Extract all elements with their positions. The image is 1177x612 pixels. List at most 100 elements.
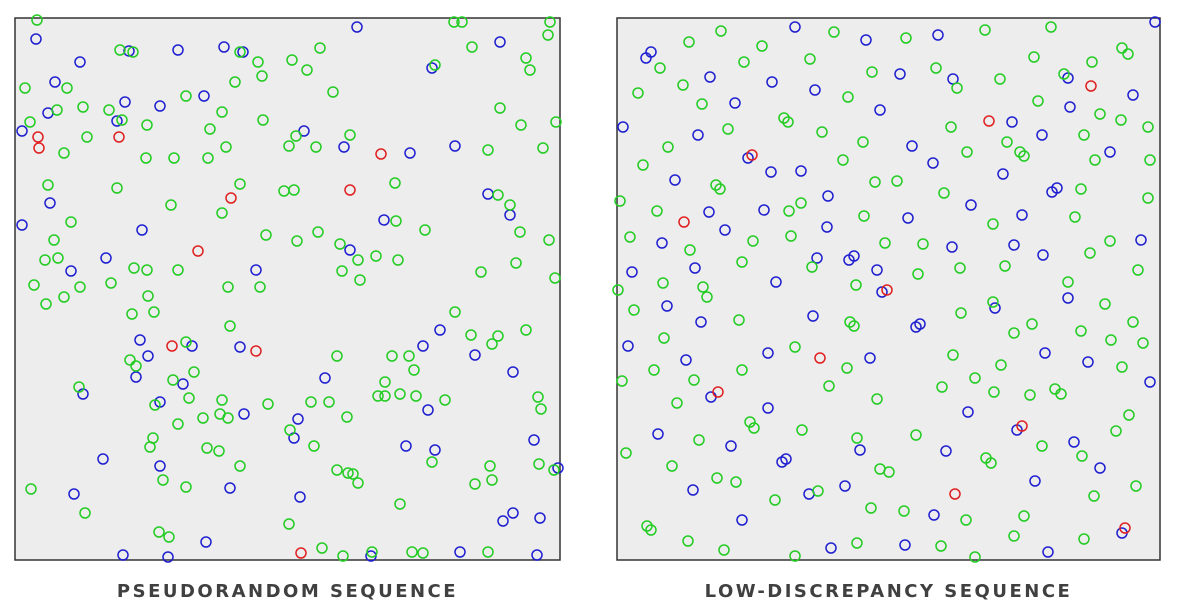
point	[163, 531, 175, 543]
panel-title: LOW-DISCREPANCY SEQUENCE	[705, 581, 1073, 602]
point	[180, 481, 192, 493]
point	[167, 374, 179, 386]
point	[687, 484, 699, 496]
point	[486, 474, 498, 486]
point	[439, 394, 451, 406]
point	[807, 310, 819, 322]
plot-frame	[14, 17, 561, 561]
point	[466, 41, 478, 53]
point	[316, 542, 328, 554]
point	[61, 82, 73, 94]
point	[220, 141, 232, 153]
point	[1119, 522, 1131, 534]
point	[711, 472, 723, 484]
point	[295, 547, 307, 559]
point	[426, 62, 438, 74]
point	[736, 364, 748, 376]
point	[406, 546, 418, 558]
point	[1068, 436, 1080, 448]
point	[237, 46, 249, 58]
point	[127, 46, 139, 58]
point	[148, 306, 160, 318]
point	[614, 195, 626, 207]
point	[1137, 337, 1149, 349]
point	[881, 284, 893, 296]
point	[128, 262, 140, 274]
point	[821, 221, 833, 233]
point	[822, 190, 834, 202]
point	[347, 468, 359, 480]
point	[180, 90, 192, 102]
point	[103, 104, 115, 116]
point	[714, 183, 726, 195]
point	[1045, 21, 1057, 33]
point	[1132, 264, 1144, 276]
point	[795, 165, 807, 177]
point	[1116, 42, 1128, 54]
point	[622, 340, 634, 352]
point	[1105, 334, 1117, 346]
point	[930, 62, 942, 74]
point	[910, 429, 922, 441]
point	[912, 268, 924, 280]
point	[689, 262, 701, 274]
point	[979, 24, 991, 36]
point	[658, 332, 670, 344]
point	[550, 116, 562, 128]
point	[692, 129, 704, 141]
point	[130, 371, 142, 383]
point	[1084, 247, 1096, 259]
point	[42, 179, 54, 191]
point	[136, 224, 148, 236]
point	[858, 210, 870, 222]
point	[113, 131, 125, 143]
point	[165, 199, 177, 211]
point	[475, 266, 487, 278]
point	[1064, 101, 1076, 113]
point	[1130, 480, 1142, 492]
point	[224, 320, 236, 332]
point	[1075, 183, 1087, 195]
point	[736, 514, 748, 526]
point	[378, 214, 390, 226]
point	[58, 291, 70, 303]
point	[535, 403, 547, 415]
point	[162, 551, 174, 563]
point	[715, 25, 727, 37]
point	[662, 141, 674, 153]
point	[1016, 420, 1028, 432]
point	[1110, 425, 1122, 437]
point	[729, 97, 741, 109]
point	[51, 104, 63, 116]
point	[1144, 154, 1156, 166]
point	[216, 207, 228, 219]
panel: PSEUDORANDOM SEQUENCE	[14, 14, 564, 602]
point	[987, 296, 999, 308]
point	[671, 397, 683, 409]
point	[30, 33, 42, 45]
point	[337, 550, 349, 562]
point	[612, 284, 624, 296]
point	[515, 119, 527, 131]
point	[626, 266, 638, 278]
point	[780, 453, 792, 465]
point	[49, 76, 61, 88]
point	[310, 141, 322, 153]
point	[932, 29, 944, 41]
point	[661, 300, 673, 312]
point	[766, 76, 778, 88]
point	[1089, 154, 1101, 166]
point	[186, 340, 198, 352]
point	[722, 123, 734, 135]
point	[945, 121, 957, 133]
point	[250, 264, 262, 276]
point	[16, 219, 28, 231]
point	[394, 388, 406, 400]
point	[290, 130, 302, 142]
point	[448, 16, 460, 28]
point	[40, 298, 52, 310]
point	[960, 514, 972, 526]
point	[314, 42, 326, 54]
point	[1085, 80, 1097, 92]
point	[1142, 192, 1154, 204]
